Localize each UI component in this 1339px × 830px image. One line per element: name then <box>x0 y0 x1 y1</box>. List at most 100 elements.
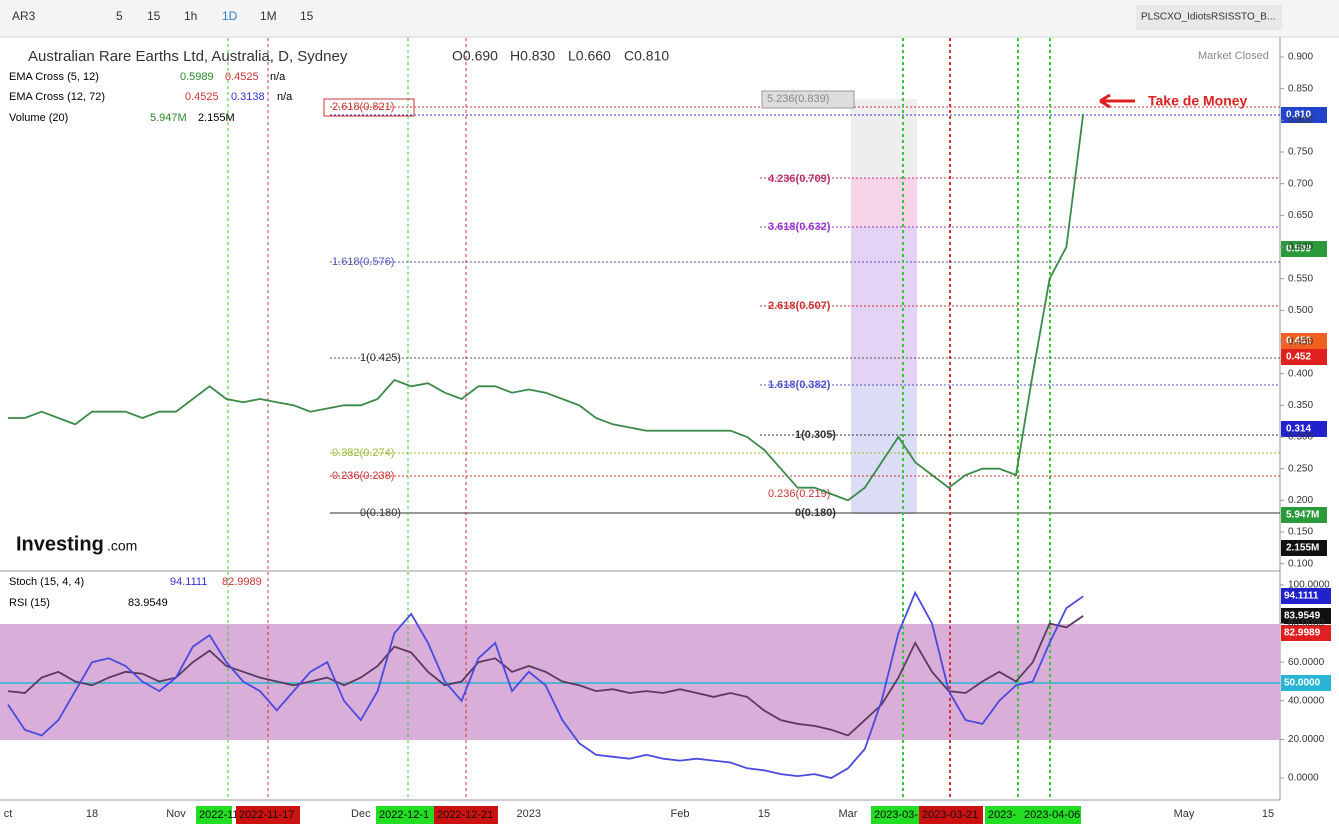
y-tick-label: 80.0000 <box>1288 618 1325 629</box>
ohlc: C0.810 <box>624 48 669 64</box>
indicator-tag-label: 82.9989 <box>1284 628 1321 639</box>
y-tick-label: 0.650 <box>1288 210 1313 221</box>
annotation: Take de Money <box>1148 93 1248 109</box>
ohlc: L0.660 <box>568 48 611 64</box>
y-tick-label: 0.700 <box>1288 178 1313 189</box>
symbol[interactable]: AR3 <box>12 9 36 23</box>
y-tick-label: 0.550 <box>1288 273 1313 284</box>
arrow <box>1099 93 1135 109</box>
chart-title: Australian Rare Earths Ltd, Australia, D… <box>28 48 348 65</box>
y-tick-label: 0.150 <box>1288 527 1313 538</box>
fib-label: 2.618(0.821) <box>332 101 394 113</box>
indicator-tag <box>1281 675 1331 691</box>
x-tick-label: 2023 <box>517 808 541 820</box>
date-tag-label: 2022-12-21 <box>437 809 493 821</box>
logo: .com <box>107 538 137 554</box>
series-line <box>7 590 1084 779</box>
fib-labels: 2.618(0.821) 5.236(0.839) 4.236(0.709) 3… <box>332 93 836 519</box>
y-tick-label: 0.300 <box>1288 432 1313 443</box>
interval[interactable]: 1M <box>260 9 277 23</box>
fib-label: 1.618(0.576) <box>332 256 394 268</box>
date-tag-label: 2023-03-21 <box>922 809 978 821</box>
rsi-band <box>0 624 1280 740</box>
series-line <box>8 113 1085 502</box>
x-tick-label: 15 <box>758 808 770 820</box>
fib-label: 5.236(0.839) <box>767 93 829 105</box>
indicator-name: Volume (20) <box>9 112 68 124</box>
interval[interactable]: 5 <box>116 9 123 23</box>
y-tick-label: 0.350 <box>1288 400 1313 411</box>
script-name[interactable]: PLSCXO_IdiotsRSISSTO_B... <box>1141 12 1275 23</box>
y-tick-label: 40.0000 <box>1288 695 1325 706</box>
indicator-name: EMA Cross (12, 72) <box>9 91 105 103</box>
x-tick-label: 18 <box>86 808 98 820</box>
y-tick-label: 100.0000 <box>1288 580 1330 591</box>
y-tick-label: 0.850 <box>1288 83 1313 94</box>
date-tag <box>196 806 232 824</box>
price-tag-label: 0.314 <box>1286 424 1311 435</box>
price-tag <box>1281 241 1327 257</box>
price-tag-label: 0.810 <box>1286 110 1311 121</box>
script-box[interactable] <box>1136 5 1282 30</box>
price-tag-label: 0.452 <box>1286 336 1311 347</box>
interval[interactable]: 15 <box>147 9 161 23</box>
date-tag-label: 2023- <box>988 809 1016 821</box>
indicator-value: 83.9549 <box>128 597 168 609</box>
indicator-tag <box>1281 625 1331 641</box>
indicator-value: 82.9989 <box>222 576 262 588</box>
fib-label: 1(0.305) <box>795 429 836 441</box>
ohlc: H0.830 <box>510 48 555 64</box>
indicator-value: n/a <box>277 91 293 103</box>
x-tick-label: Dec <box>351 808 371 820</box>
y-tick-label: 0.800 <box>1288 115 1313 126</box>
date-tags: 2022-11 2022-11-17 2022-12-1 2022-12-21 2023… <box>196 806 1081 824</box>
indicator-value: 0.3138 <box>231 91 265 103</box>
series-line <box>7 615 1084 737</box>
date-tag-label: 2022-11-17 <box>239 809 294 821</box>
y-tick-label: 60.0000 <box>1288 657 1325 668</box>
x-tick-label: Feb <box>671 808 690 820</box>
y-tick-label: 0.250 <box>1288 463 1313 474</box>
date-tag <box>1021 806 1081 824</box>
market-status: Market Closed <box>1198 50 1269 62</box>
date-tag <box>985 806 1021 824</box>
y-tick-label: 0.100 <box>1288 558 1313 569</box>
date-tag-label: 2022-11 <box>199 809 239 821</box>
indicator-tag-label: 50.0000 <box>1284 678 1321 689</box>
fib-label: 0.236(0.219) <box>768 488 830 500</box>
fib-label: 0(0.180) <box>360 507 401 519</box>
y-tick-label: 0.0000 <box>1288 773 1319 784</box>
indicator-value: 0.4525 <box>185 91 219 103</box>
y-tick-label: 0.450 <box>1288 337 1313 348</box>
y-tick-label: 0.400 <box>1288 368 1313 379</box>
y-tick-label: 0.750 <box>1288 147 1313 158</box>
indicator-name: EMA Cross (5, 12) <box>9 71 99 83</box>
y-tick-label: 20.0000 <box>1288 734 1325 745</box>
price-tag <box>1281 349 1327 365</box>
date-tag <box>236 806 300 824</box>
y-tick-label: 0.500 <box>1288 305 1313 316</box>
indicator-value: 5.947M <box>150 112 187 124</box>
date-lines <box>227 38 1051 800</box>
indicator-name: RSI (15) <box>9 597 50 609</box>
y-tick-label: 0.200 <box>1288 495 1313 506</box>
fib-label: 0.236(0.238) <box>332 470 394 482</box>
interval[interactable]: 1h <box>184 9 197 23</box>
price-tags: 0.810 0.599 0.452 0.452 0.314 5.947M 2.155M 94.… <box>1281 107 1331 691</box>
x-tick-label: ct <box>4 808 13 820</box>
indicator-value: n/a <box>270 71 286 83</box>
date-tag-label: 2023-03- <box>874 809 918 821</box>
date-tag-label: 2022-12-1 <box>379 809 429 821</box>
price-tag <box>1281 540 1327 556</box>
interval[interactable]: 1D <box>222 9 238 23</box>
y-tick-label: 0.600 <box>1288 242 1313 253</box>
interval[interactable]: 15 <box>300 9 314 23</box>
indicator-tag <box>1281 608 1331 624</box>
label-box <box>323 98 415 117</box>
indicator-name: Stoch (15, 4, 4) <box>9 576 84 588</box>
ohlc: O0.690 <box>452 48 498 64</box>
fib-label: 4.236(0.709) <box>768 173 831 185</box>
price-tag <box>1281 107 1327 123</box>
price-tag <box>1281 333 1327 349</box>
